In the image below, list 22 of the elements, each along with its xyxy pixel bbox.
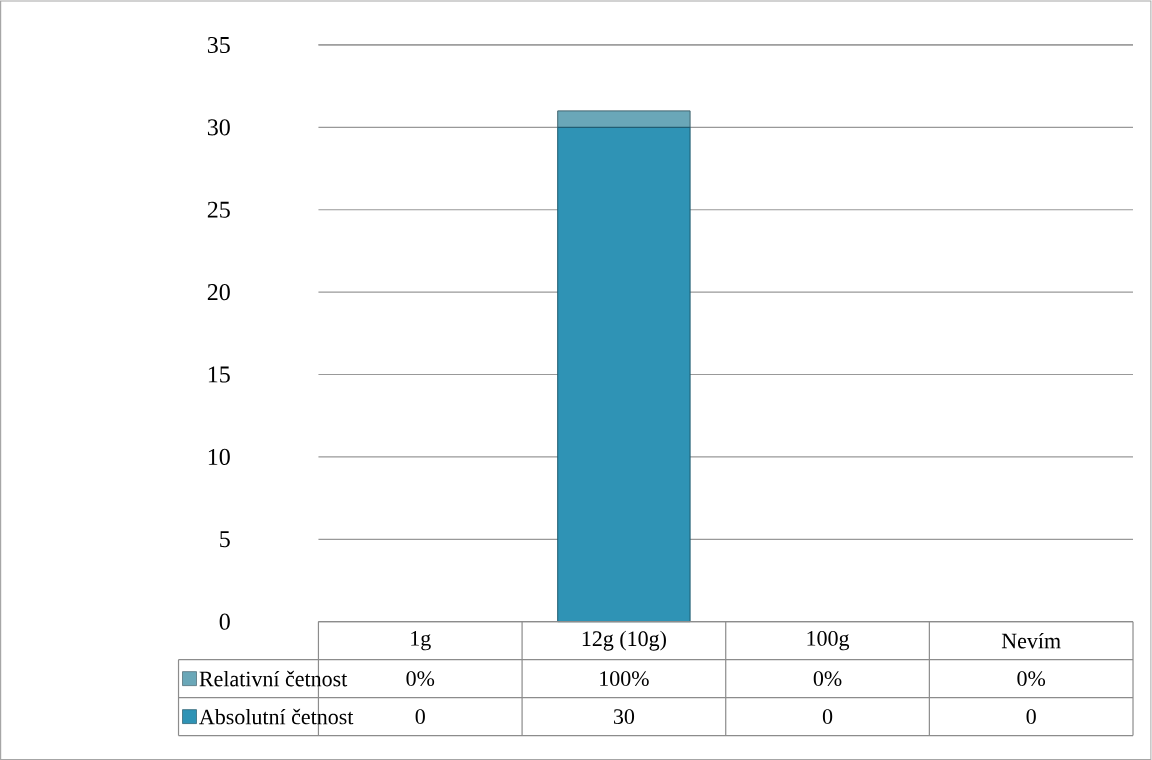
x-tick-label: 12g (10g) <box>582 630 666 651</box>
x-tick-label: Nevím <box>1001 632 1061 649</box>
data-label: 0 <box>415 709 425 724</box>
data-label: 100% <box>600 671 649 686</box>
y-tick-label: 5 <box>220 531 230 548</box>
x-tick-label: 100g <box>807 630 850 651</box>
y-tick-label: 25 <box>207 201 230 218</box>
y-tick-label: 35 <box>207 36 230 53</box>
y-tick-label: 10 <box>208 448 230 465</box>
data-label: 0 <box>1026 709 1036 724</box>
data-label: 0% <box>406 671 435 686</box>
legend-label: Absolutní četnost <box>199 708 354 725</box>
data-label: 0% <box>813 671 842 686</box>
data-label: 30 <box>613 709 635 724</box>
data-label: 0 <box>822 709 833 724</box>
legend-label: Relativní četnost <box>199 670 348 687</box>
data-label: 0% <box>1017 671 1046 686</box>
y-tick-label: 20 <box>207 283 230 301</box>
y-tick-label: 15 <box>208 366 230 383</box>
y-tick-label: 30 <box>207 119 230 136</box>
x-tick-label: 1g <box>411 630 431 651</box>
y-tick-label: 0 <box>219 613 230 630</box>
